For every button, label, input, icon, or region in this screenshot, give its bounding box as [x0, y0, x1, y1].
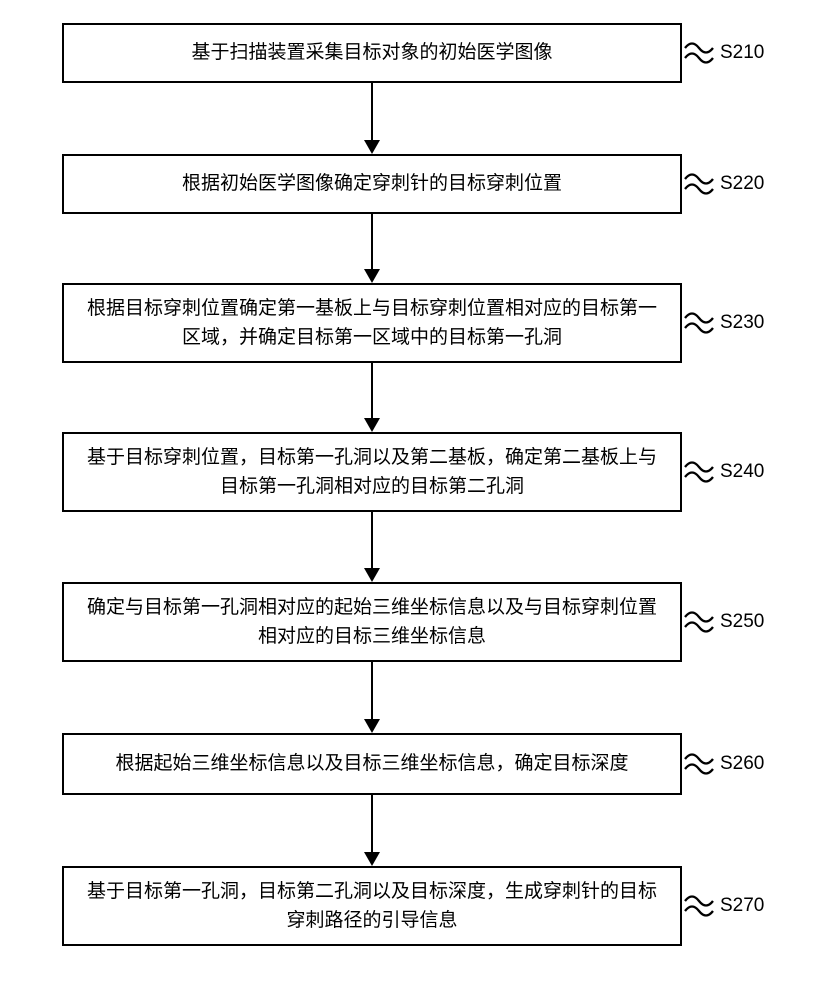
- connector-tilde: [684, 310, 714, 336]
- connector-tilde: [684, 893, 714, 919]
- step-text: 根据目标穿刺位置确定第一基板上与目标穿刺位置相对应的目标第一区域，并确定目标第一…: [82, 294, 662, 353]
- arrow-line: [371, 363, 373, 420]
- step-label-s270: S270: [720, 895, 764, 917]
- arrow-line: [371, 214, 373, 271]
- step-label-s230: S230: [720, 312, 764, 334]
- arrow-head-icon: [364, 719, 380, 733]
- flowchart-step-s220: 根据初始医学图像确定穿刺针的目标穿刺位置: [62, 154, 682, 214]
- arrow-line: [371, 795, 373, 854]
- step-label-s210: S210: [720, 42, 764, 64]
- step-text: 根据初始医学图像确定穿刺针的目标穿刺位置: [182, 169, 562, 198]
- step-text: 确定与目标第一孔洞相对应的起始三维坐标信息以及与目标穿刺位置相对应的目标三维坐标…: [82, 593, 662, 652]
- arrow-head-icon: [364, 140, 380, 154]
- step-text: 基于扫描装置采集目标对象的初始医学图像: [191, 38, 552, 67]
- flowchart-step-s240: 基于目标穿刺位置，目标第一孔洞以及第二基板，确定第二基板上与目标第一孔洞相对应的…: [62, 432, 682, 512]
- connector-tilde: [684, 609, 714, 635]
- step-text: 基于目标第一孔洞，目标第二孔洞以及目标深度，生成穿刺针的目标穿刺路径的引导信息: [82, 877, 662, 936]
- arrow-head-icon: [364, 568, 380, 582]
- arrow-head-icon: [364, 418, 380, 432]
- arrow-head-icon: [364, 852, 380, 866]
- connector-tilde: [684, 40, 714, 66]
- arrow-line: [371, 512, 373, 570]
- step-label-s240: S240: [720, 461, 764, 483]
- flowchart-step-s270: 基于目标第一孔洞，目标第二孔洞以及目标深度，生成穿刺针的目标穿刺路径的引导信息: [62, 866, 682, 946]
- step-label-s220: S220: [720, 173, 764, 195]
- flowchart-step-s250: 确定与目标第一孔洞相对应的起始三维坐标信息以及与目标穿刺位置相对应的目标三维坐标…: [62, 582, 682, 662]
- flowchart-step-s260: 根据起始三维坐标信息以及目标三维坐标信息，确定目标深度: [62, 733, 682, 795]
- flowchart-step-s210: 基于扫描装置采集目标对象的初始医学图像: [62, 23, 682, 83]
- step-label-s260: S260: [720, 753, 764, 775]
- arrow-line: [371, 83, 373, 142]
- step-text: 根据起始三维坐标信息以及目标三维坐标信息，确定目标深度: [115, 749, 628, 778]
- connector-tilde: [684, 459, 714, 485]
- connector-tilde: [684, 171, 714, 197]
- arrow-line: [371, 662, 373, 721]
- step-label-s250: S250: [720, 611, 764, 633]
- step-text: 基于目标穿刺位置，目标第一孔洞以及第二基板，确定第二基板上与目标第一孔洞相对应的…: [82, 443, 662, 502]
- flowchart-step-s230: 根据目标穿刺位置确定第一基板上与目标穿刺位置相对应的目标第一区域，并确定目标第一…: [62, 283, 682, 363]
- flowchart-canvas: 基于扫描装置采集目标对象的初始医学图像 S210 根据初始医学图像确定穿刺针的目标穿…: [0, 0, 818, 1000]
- connector-tilde: [684, 751, 714, 777]
- arrow-head-icon: [364, 269, 380, 283]
